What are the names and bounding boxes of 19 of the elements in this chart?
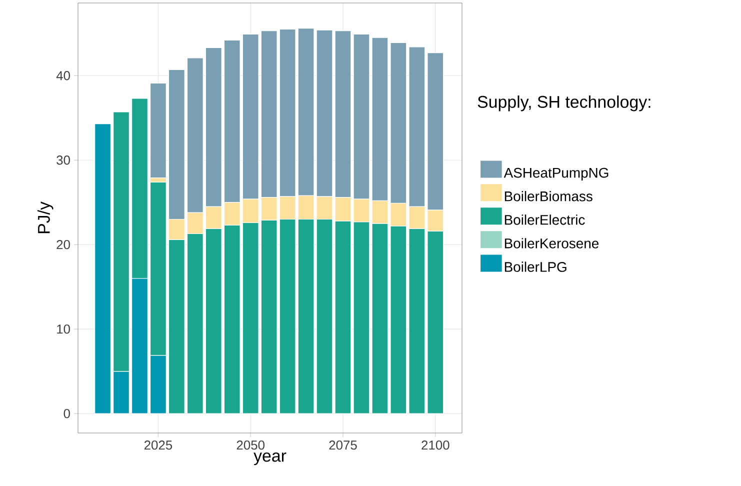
x-tick-label: 2075 xyxy=(329,440,357,450)
legend-title: Supply, SH technology: xyxy=(478,95,650,112)
y-tick-label: 0 xyxy=(64,408,70,418)
bar xyxy=(94,123,112,414)
x-tick-label: 2100 xyxy=(422,440,450,450)
x-tick-label: 2025 xyxy=(144,440,172,450)
legend-label: BoilerElectric xyxy=(504,214,585,225)
y-tick-label: 30 xyxy=(56,156,70,165)
legend-label: BoilerKerosene xyxy=(504,238,599,248)
x-axis-title: year xyxy=(254,452,286,466)
legend-label: ASHeatPumpNG xyxy=(504,168,608,180)
y-tick-label: 10 xyxy=(57,324,70,334)
bar xyxy=(150,82,166,178)
legend-label: BoilerBiomass xyxy=(504,191,592,202)
x-tick-label: 2050 xyxy=(236,440,265,450)
y-axis-title: PJ/y xyxy=(37,202,54,234)
legend-label: BoilerLPG xyxy=(504,262,566,272)
y-tick-label: 20 xyxy=(56,240,70,250)
y-tick-label: 40 xyxy=(56,71,70,80)
